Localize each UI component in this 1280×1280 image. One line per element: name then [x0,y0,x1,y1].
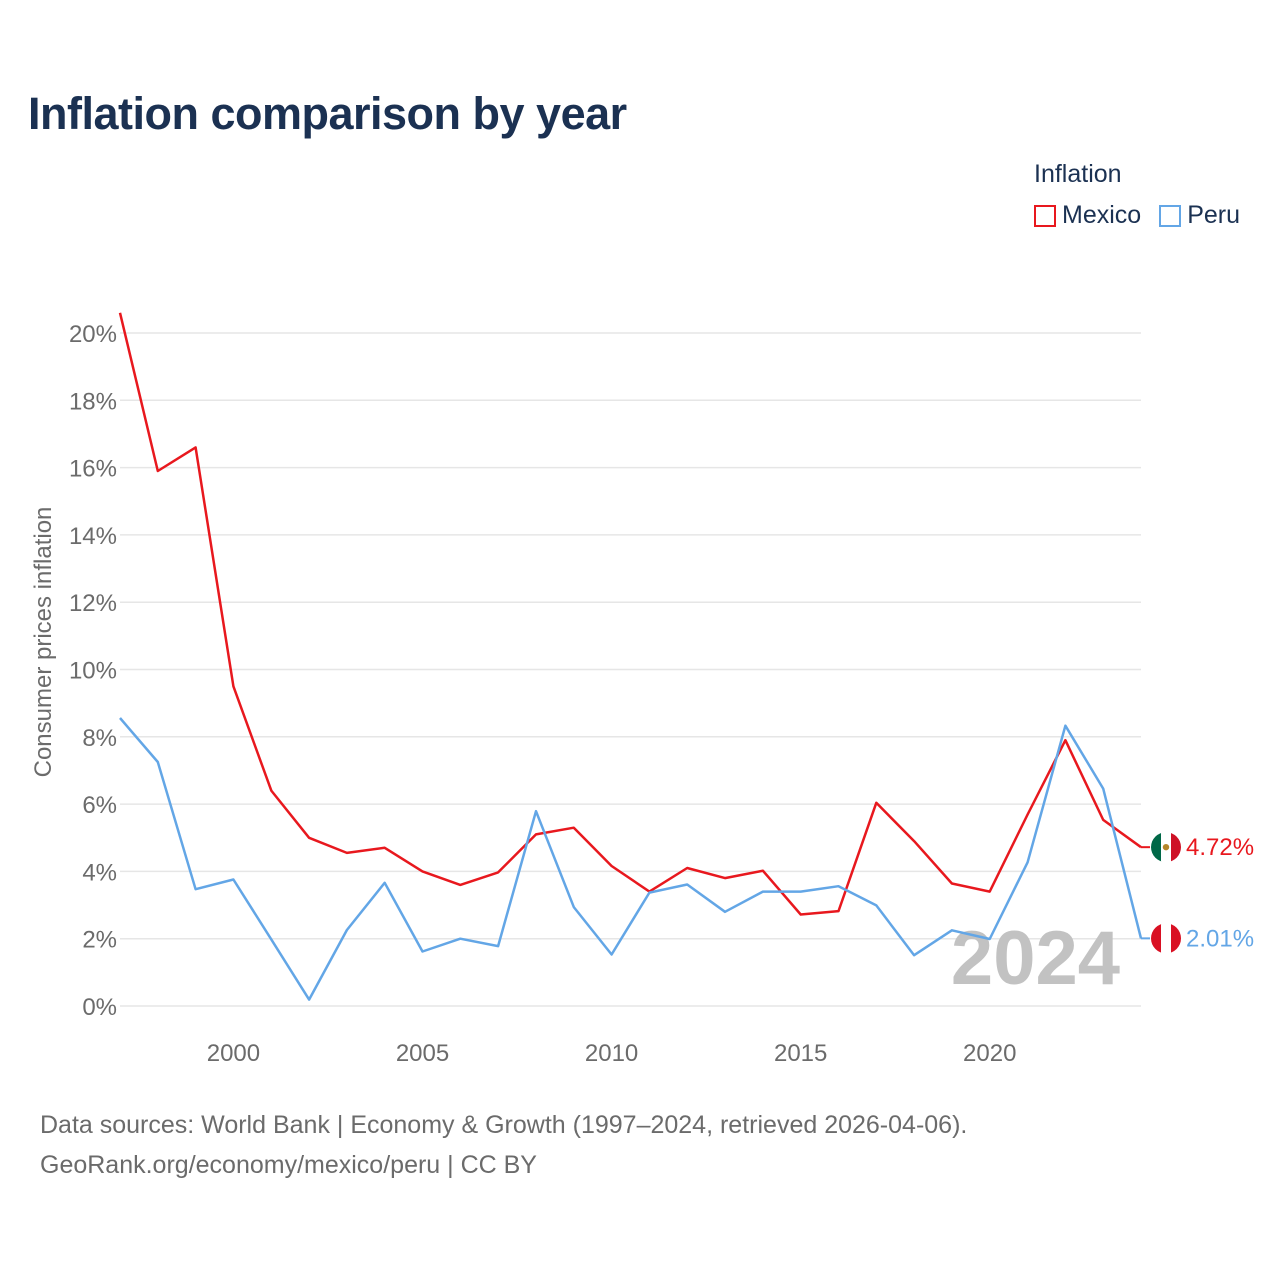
legend-title: Inflation [1034,160,1122,188]
chart-title: Inflation comparison by year [28,88,627,139]
legend-swatch-mexico [1034,204,1056,227]
y-tick-label: 2% [82,927,117,954]
series-line-mexico [118,312,1142,916]
y-tick-label: 14% [69,523,117,550]
series-line-peru [119,717,1143,1001]
legend-label-peru: Peru [1187,201,1240,229]
legend-item-peru[interactable]: Peru [1159,201,1240,230]
y-axis-label: Consumer prices inflation [30,507,57,778]
legend-item-mexico[interactable]: Mexico [1034,201,1141,230]
y-tick-label: 12% [69,590,117,617]
x-axis-ticks: 2000 2005 2010 2015 2020 [207,1040,1017,1067]
end-value-label-mexico: 4.72% [1186,834,1254,861]
line-chart: 0% 2% 4% 6% 8% 10% 12% 14% 16% 18% 20% 2000 2005 201… [30,312,1254,1067]
footer-link[interactable]: GeoRank.org/economy/mexico/peru | CC BY [40,1151,537,1179]
footer: Data sources: World Bank | Economy & Gro… [40,1105,967,1185]
end-value-label-peru: 2.01% [1186,925,1254,952]
watermark-year: 2024 [951,916,1120,1001]
legend: Inflation Mexico Peru [1034,160,1240,230]
x-tick-label: 2020 [963,1040,1016,1067]
y-tick-label: 6% [82,792,117,819]
legend-swatch-peru [1159,204,1182,227]
x-tick-label: 2000 [207,1040,260,1067]
footer-sources: Data sources: World Bank | Economy & Gro… [40,1111,968,1139]
mexico-flag-icon [1151,832,1181,863]
y-tick-label: 8% [82,725,117,752]
x-tick-label: 2010 [585,1040,638,1067]
y-tick-label: 18% [69,388,117,415]
legend-label-mexico: Mexico [1062,201,1142,229]
grid-lines [120,332,1141,1007]
y-tick-label: 20% [69,321,117,348]
x-tick-label: 2005 [396,1040,449,1067]
series-lines [118,312,1143,1001]
y-tick-label: 0% [82,994,117,1021]
x-tick-label: 2015 [774,1040,827,1067]
y-tick-label: 4% [82,859,117,886]
y-tick-label: 10% [69,658,117,685]
y-axis-ticks: 0% 2% 4% 6% 8% 10% 12% 14% 16% 18% 20% [69,321,117,1021]
peru-flag-icon [1151,923,1181,954]
end-markers: 4.72% 2.01% [1141,832,1254,954]
y-tick-label: 16% [69,456,117,483]
